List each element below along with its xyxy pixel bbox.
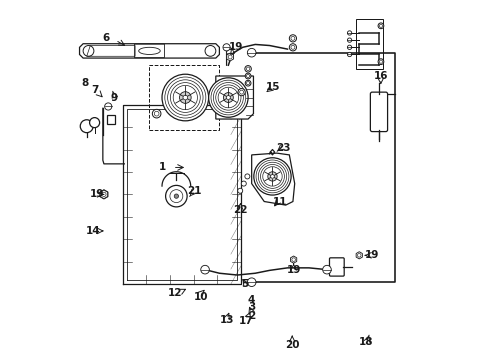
Text: 14: 14 [86,226,100,236]
FancyBboxPatch shape [369,92,387,132]
Text: 5: 5 [241,279,247,289]
Circle shape [237,188,242,193]
Circle shape [183,95,187,100]
Text: 22: 22 [232,206,247,216]
Text: 19: 19 [89,189,104,199]
Circle shape [179,92,191,103]
Circle shape [346,38,351,42]
Text: 16: 16 [373,71,387,81]
Polygon shape [215,76,253,119]
Text: 19: 19 [364,250,378,260]
Text: 20: 20 [285,340,299,350]
Circle shape [89,118,100,128]
Text: 23: 23 [275,143,290,153]
Circle shape [241,181,246,186]
Circle shape [322,265,330,274]
Circle shape [201,265,209,274]
Circle shape [208,78,247,117]
Circle shape [226,95,230,99]
Circle shape [267,172,277,181]
Circle shape [244,66,251,72]
Text: 19: 19 [228,42,242,52]
Text: 12: 12 [167,288,182,298]
Circle shape [247,48,255,57]
Text: 3: 3 [247,302,255,312]
Text: 19: 19 [286,265,300,275]
Circle shape [346,45,351,49]
Circle shape [165,185,187,207]
Circle shape [346,52,351,57]
Circle shape [162,74,208,121]
Circle shape [244,80,250,86]
Circle shape [174,194,178,198]
Polygon shape [355,252,362,259]
Polygon shape [290,256,296,263]
Text: 13: 13 [219,315,233,325]
Circle shape [238,89,244,96]
Text: 11: 11 [273,197,287,207]
Text: 7: 7 [91,85,98,95]
FancyBboxPatch shape [107,115,115,124]
Text: 10: 10 [194,292,208,302]
Circle shape [104,103,112,110]
Polygon shape [251,153,294,205]
Text: 2: 2 [247,311,255,321]
Text: 1: 1 [158,162,165,172]
Circle shape [270,175,274,178]
Circle shape [80,120,93,133]
Circle shape [289,35,296,42]
Polygon shape [226,53,233,61]
Circle shape [377,23,383,29]
Text: 4: 4 [247,295,255,305]
Text: 6: 6 [102,33,110,43]
Text: 15: 15 [265,82,280,92]
Circle shape [226,49,233,56]
Circle shape [289,44,296,51]
FancyBboxPatch shape [329,258,344,276]
Circle shape [223,44,230,51]
Circle shape [346,31,351,35]
Polygon shape [100,190,107,199]
Circle shape [152,109,161,118]
Circle shape [223,93,233,103]
Circle shape [244,73,250,79]
Text: 17: 17 [239,316,253,325]
Circle shape [244,174,249,179]
Text: 18: 18 [359,337,373,347]
Polygon shape [100,190,108,199]
Polygon shape [80,44,219,58]
Text: 21: 21 [187,186,201,197]
Text: 9: 9 [110,93,117,103]
Circle shape [377,59,383,64]
Circle shape [247,278,255,287]
Text: 8: 8 [81,78,88,88]
Circle shape [253,158,290,195]
